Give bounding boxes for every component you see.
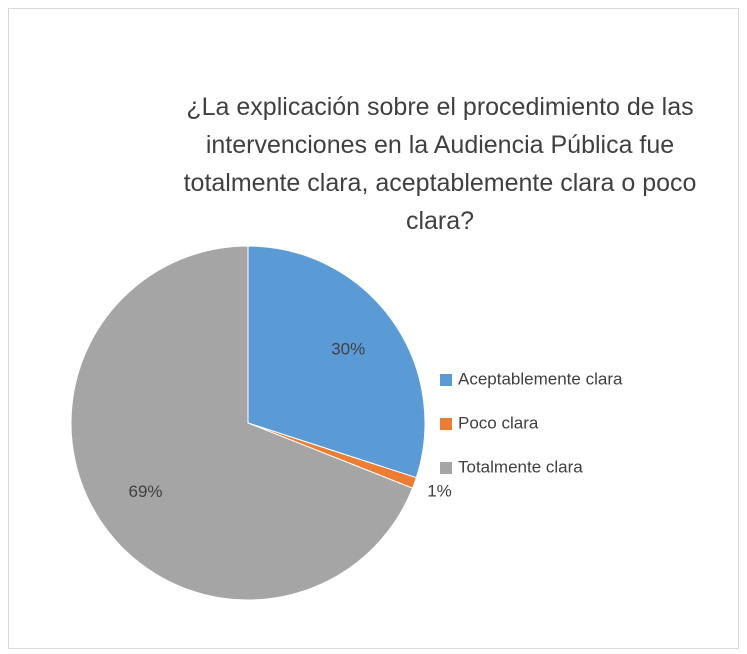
legend-swatch bbox=[440, 462, 452, 474]
legend-label: Totalmente clara bbox=[458, 457, 583, 476]
chart-frame bbox=[8, 8, 739, 649]
pie-slice bbox=[247, 245, 426, 479]
data-label: 1% bbox=[427, 481, 452, 500]
data-label: 69% bbox=[129, 482, 163, 501]
legend-swatch bbox=[440, 374, 452, 386]
legend-label: Aceptablemente clara bbox=[458, 369, 623, 388]
chart-title: ¿La explicación sobre el procedimiento d… bbox=[183, 93, 697, 235]
pie-slice bbox=[70, 245, 414, 601]
legend-label: Poco clara bbox=[458, 413, 539, 432]
data-label: 30% bbox=[331, 340, 365, 359]
legend-swatch bbox=[440, 418, 452, 430]
